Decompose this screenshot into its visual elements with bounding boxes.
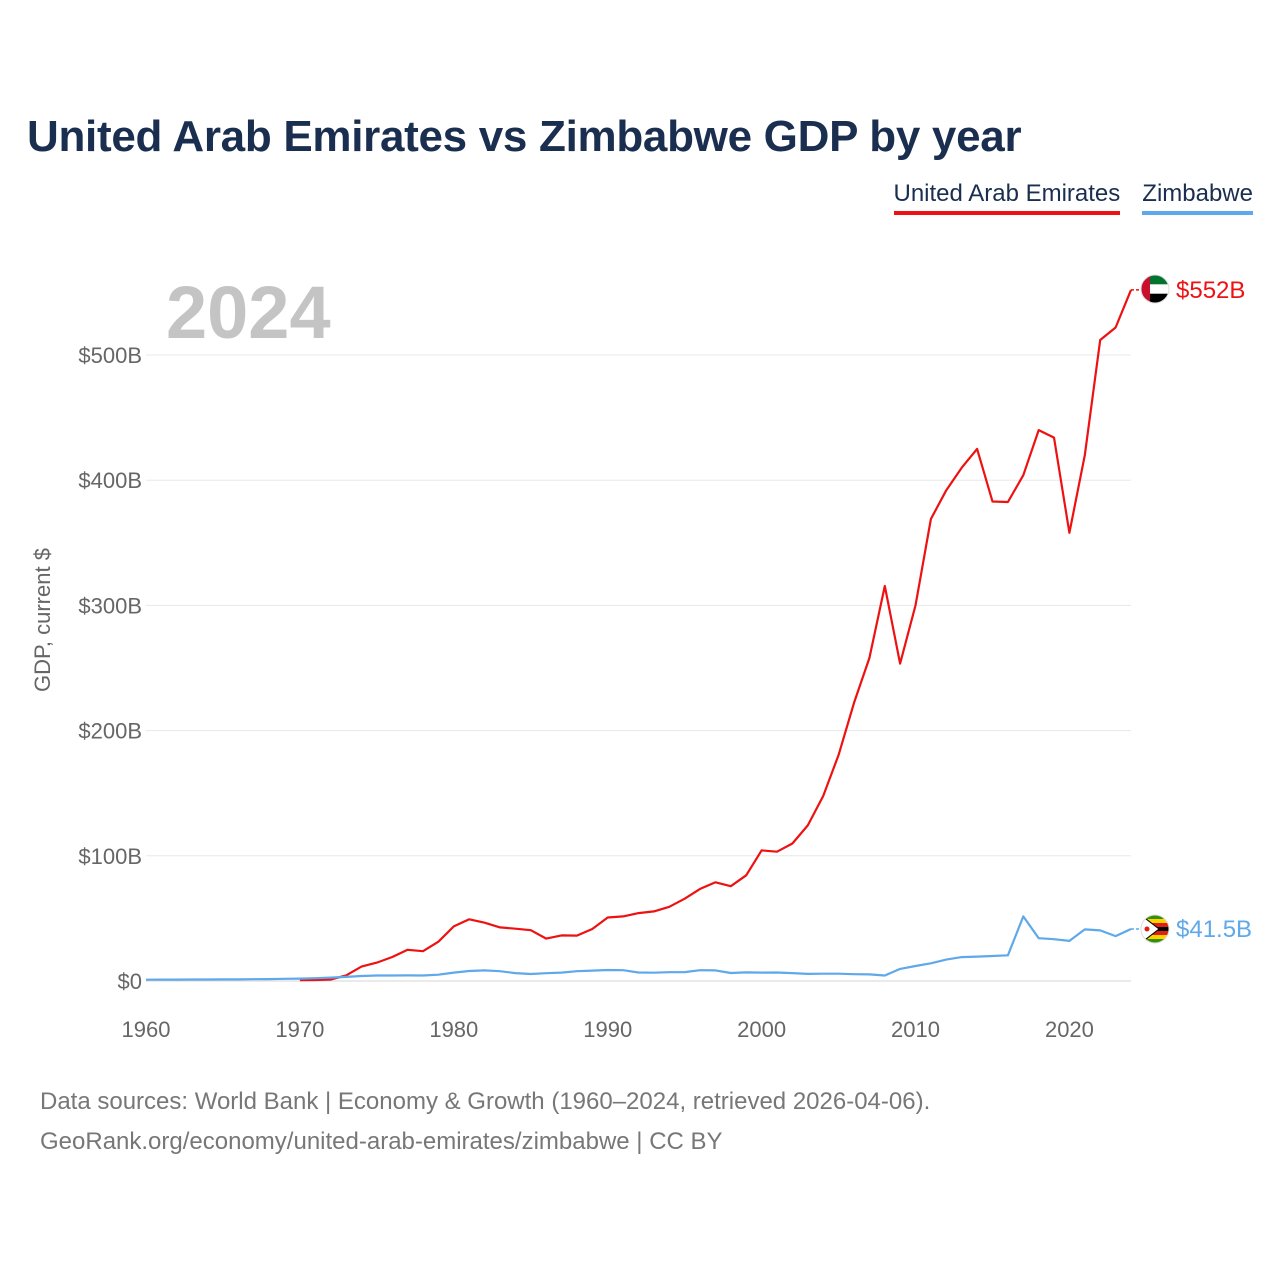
series-line-united-arab-emirates[interactable] (299, 289, 1133, 982)
y-axis-ticks: $0 $100B $200B $300B $400B $500B (78, 343, 142, 994)
chart-legend: United Arab Emirates Zimbabwe (893, 180, 1253, 215)
x-tick-label: 2010 (891, 1017, 940, 1042)
y-tick-label: $100B (78, 844, 142, 869)
data-sources-note: Data sources: World Bank | Economy & Gro… (40, 1088, 931, 1115)
y-tick-label: $200B (78, 719, 142, 744)
y-axis-label: GDP, current $ (30, 548, 55, 692)
end-value-label-united-arab-emirates: $552B (1176, 277, 1245, 304)
legend-item-united-arab-emirates[interactable]: United Arab Emirates (893, 180, 1121, 215)
year-watermark: 2024 (166, 271, 331, 354)
x-axis-ticks: 1960 1970 1980 1990 2000 2010 2020 (122, 1017, 1094, 1042)
x-tick-label: 1970 (275, 1017, 324, 1042)
y-tick-label: $300B (78, 593, 142, 618)
gridlines (146, 354, 1131, 982)
series-line-zimbabwe[interactable] (145, 915, 1132, 981)
y-tick-label: $0 (118, 969, 142, 994)
x-tick-label: 1980 (429, 1017, 478, 1042)
chart-title: United Arab Emirates vs Zimbabwe GDP by … (27, 112, 1022, 161)
uae-flag-icon (1141, 275, 1169, 303)
x-tick-label: 1960 (122, 1017, 171, 1042)
x-tick-label: 2000 (737, 1017, 786, 1042)
y-tick-label: $400B (78, 468, 142, 493)
series-lines: $552B $41.5B (145, 277, 1252, 982)
zimbabwe-flag-icon (1141, 915, 1169, 943)
y-tick-label: $500B (78, 343, 142, 368)
x-tick-label: 2020 (1045, 1017, 1094, 1042)
x-tick-label: 1990 (583, 1017, 632, 1042)
chart-footer: Data sources: World Bank | Economy & Gro… (40, 1082, 930, 1162)
end-value-label-zimbabwe: $41.5B (1176, 916, 1252, 943)
legend-item-zimbabwe[interactable]: Zimbabwe (1142, 180, 1253, 215)
source-url-credit[interactable]: GeoRank.org/economy/united-arab-emirates… (40, 1128, 723, 1155)
gdp-line-chart: 2024 $0 $100B $200B $300B $400B $500B 1960 197… (30, 271, 1252, 1042)
